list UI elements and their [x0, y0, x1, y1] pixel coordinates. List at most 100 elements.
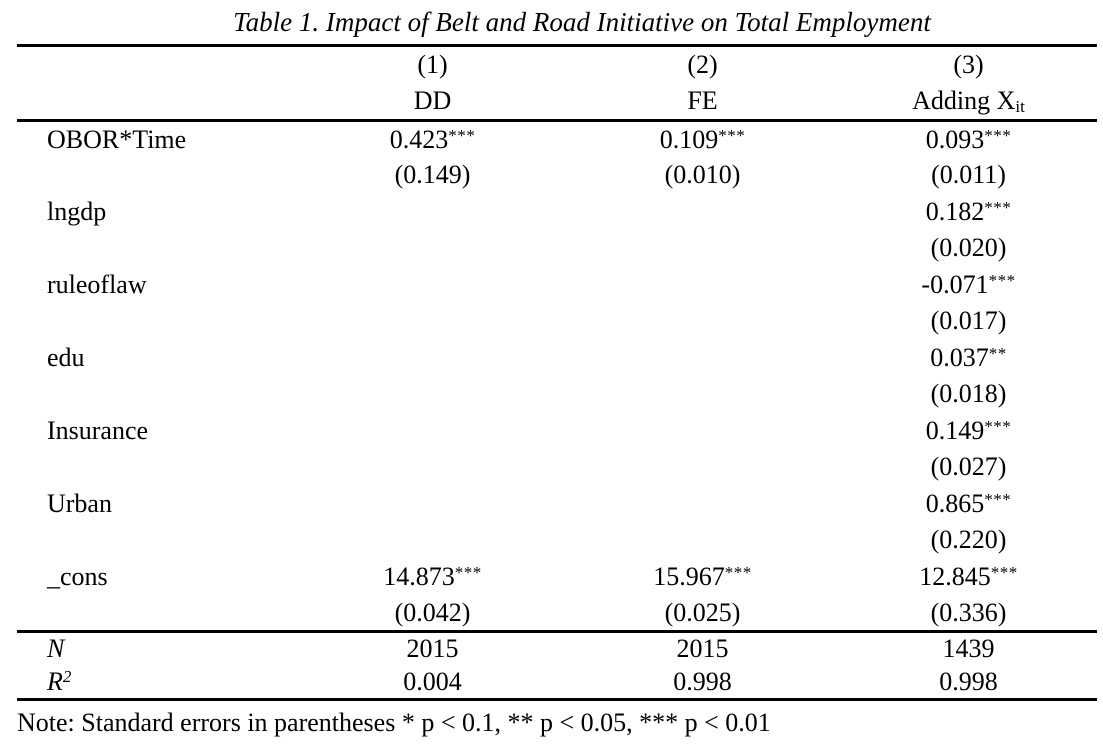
- se-cell: (0.220): [930, 525, 1007, 555]
- coef-row: edu 0.037**: [17, 340, 1097, 377]
- coef-cell: [300, 413, 565, 450]
- se-row: (0.220): [17, 522, 1097, 559]
- coef-value: 12.845: [919, 561, 991, 591]
- coef-cell: -0.071***: [840, 267, 1097, 304]
- se-cell: (0.027): [930, 452, 1007, 482]
- coef-row: _cons 14.873*** 15.967*** 12.845***: [17, 559, 1097, 596]
- se-cell: [565, 522, 840, 559]
- row-label: _cons: [47, 561, 108, 591]
- coef-value: 0.037: [930, 342, 989, 372]
- significance-stars: ***: [984, 197, 1012, 217]
- table-title: Table 1. Impact of Belt and Road Initiat…: [233, 6, 931, 37]
- table-note: Note: Standard errors in parentheses * p…: [17, 708, 771, 737]
- row-label-empty: [17, 376, 300, 413]
- se-cell: (0.018): [930, 379, 1007, 409]
- regression-table: (1) (2) (3) DD FE Adding Xit OBOR*Time 0…: [17, 44, 1097, 701]
- stat-value: 0.004: [300, 665, 565, 701]
- column-number: (2): [687, 49, 718, 79]
- significance-stars: ***: [448, 125, 476, 145]
- coef-cell: 0.182***: [840, 194, 1097, 231]
- se-row: (0.027): [17, 449, 1097, 486]
- se-cell: [565, 449, 840, 486]
- stat-label: N: [17, 630, 300, 666]
- column-label: DD: [300, 82, 565, 122]
- significance-stars: ***: [984, 489, 1012, 509]
- significance-stars: ***: [454, 562, 482, 582]
- significance-stars: ***: [718, 125, 746, 145]
- row-label: Urban: [47, 488, 112, 518]
- significance-stars: ***: [724, 562, 752, 582]
- coef-value: 0.423: [389, 124, 449, 154]
- coef-cell: [300, 267, 565, 304]
- row-label-empty: [17, 522, 300, 559]
- coef-row: Insurance 0.149***: [17, 413, 1097, 450]
- coef-cell: [300, 340, 565, 377]
- significance-stars: ***: [984, 416, 1012, 436]
- stats-row-n: N 2015 2015 1439: [17, 630, 1097, 666]
- stat-value: 2015: [565, 630, 840, 666]
- se-cell: (0.149): [394, 160, 471, 190]
- column-number: (3): [953, 49, 984, 79]
- se-row: (0.018): [17, 376, 1097, 413]
- coef-value: 0.149: [925, 415, 985, 445]
- row-label: ruleoflaw: [47, 269, 147, 299]
- column-label-subscript: it: [1015, 96, 1025, 116]
- coef-row: ruleoflaw -0.071***: [17, 267, 1097, 304]
- stat-value: 1439: [840, 630, 1097, 666]
- column-label: FE: [565, 82, 840, 122]
- se-cell: [565, 303, 840, 340]
- coef-cell: [300, 486, 565, 523]
- coef-value: 0.865: [925, 488, 985, 518]
- se-row: (0.042) (0.025) (0.336): [17, 595, 1097, 632]
- coef-cell: [565, 486, 840, 523]
- stat-label: R2: [17, 665, 300, 701]
- se-cell: [300, 376, 565, 413]
- se-cell: [300, 303, 565, 340]
- row-label-empty: [17, 157, 300, 194]
- coef-value: 14.873: [383, 561, 455, 591]
- se-cell: (0.025): [664, 597, 741, 627]
- coef-cell: 0.109***: [565, 121, 840, 158]
- stat-name: R: [47, 666, 63, 696]
- row-label: lngdp: [47, 196, 107, 226]
- coef-cell: 0.865***: [840, 486, 1097, 523]
- coef-cell: 15.967***: [565, 559, 840, 596]
- row-label-empty: [17, 595, 300, 632]
- coef-value: 15.967: [653, 561, 725, 591]
- coef-cell: [565, 413, 840, 450]
- se-cell: (0.011): [931, 160, 1006, 190]
- row-label: Insurance: [47, 415, 149, 445]
- se-cell: (0.020): [930, 233, 1007, 263]
- se-cell: (0.042): [394, 597, 471, 627]
- row-label-empty: [17, 303, 300, 340]
- stat-value: 0.998: [840, 665, 1097, 701]
- header-row-numbers: (1) (2) (3): [17, 46, 1097, 83]
- header-row-models: DD FE Adding Xit: [17, 82, 1097, 122]
- se-cell: (0.010): [664, 160, 741, 190]
- coef-cell: [565, 194, 840, 231]
- stats-row-r2: R2 0.004 0.998 0.998: [17, 665, 1097, 701]
- se-row: (0.149) (0.010) (0.011): [17, 157, 1097, 194]
- header-empty-cell: [17, 46, 300, 83]
- row-label-empty: [17, 449, 300, 486]
- se-cell: [565, 230, 840, 267]
- row-label-empty: [17, 230, 300, 267]
- se-cell: [300, 449, 565, 486]
- stat-label-sup: 2: [62, 666, 72, 686]
- coef-value: 0.182: [925, 196, 985, 226]
- row-label: OBOR*Time: [47, 124, 187, 154]
- coef-cell: 0.149***: [840, 413, 1097, 450]
- coef-value: -0.071: [921, 269, 989, 299]
- coef-row: Urban 0.865***: [17, 486, 1097, 523]
- coef-value: 0.109: [659, 124, 719, 154]
- coef-cell: [300, 194, 565, 231]
- stat-value: 2015: [300, 630, 565, 666]
- significance-stars: ***: [988, 270, 1016, 290]
- coef-cell: 12.845***: [840, 559, 1097, 596]
- coef-cell: 0.037**: [840, 340, 1097, 377]
- significance-stars: ***: [984, 125, 1012, 145]
- stat-name: N: [47, 634, 65, 664]
- coef-cell: [565, 267, 840, 304]
- coef-cell: 0.093***: [840, 121, 1097, 158]
- se-cell: (0.336): [930, 597, 1007, 627]
